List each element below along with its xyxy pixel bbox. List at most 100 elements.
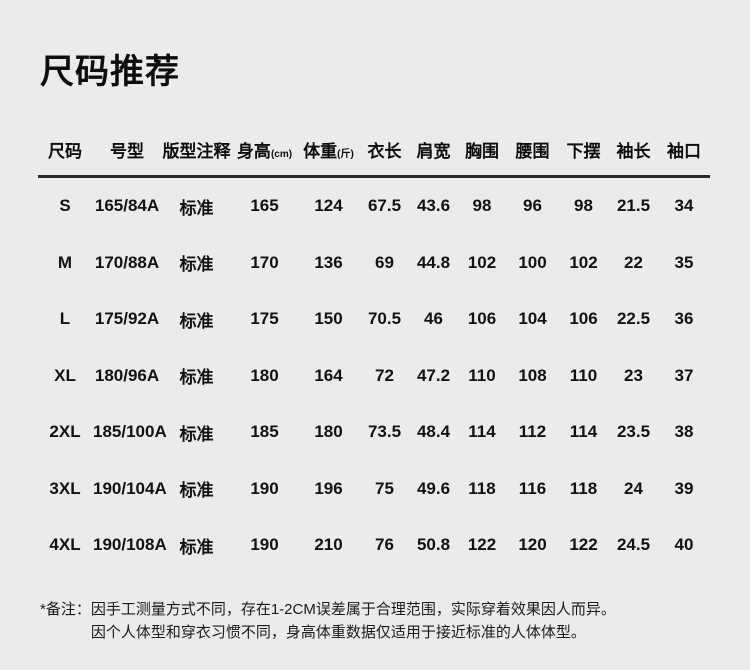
- cell-shoulder: 44.8: [416, 252, 451, 272]
- cell-garment-length: 75: [375, 478, 394, 498]
- col-header-label: 衣长: [367, 142, 402, 161]
- cell-cuff: 35: [674, 252, 694, 272]
- size-chart-page: { "title": "尺码推荐", "colors": { "backgrou…: [0, 52, 750, 670]
- col-header-height: 身高(cm): [231, 137, 298, 178]
- col-header-label: 胸围: [465, 142, 499, 161]
- cell-fit-note: 标准: [179, 255, 214, 275]
- cell-waist: 120: [518, 535, 547, 555]
- table-header-row: 尺码 号型 版型注释 身高(cm) 体重(斤) 衣长 肩宽 胸围 腰围 下摆 袖…: [38, 137, 710, 178]
- cell-garment-length: 70.5: [367, 309, 402, 329]
- cell-fit-note: 标准: [179, 198, 214, 218]
- table-row-m: M 170/88A 标准 170 136 69 44.8 102 100 102…: [38, 235, 710, 292]
- cell-chest: 98: [472, 196, 492, 216]
- cell-garment-length: 76: [375, 535, 394, 555]
- measurement-note: *备注： 因手工测量方式不同，存在1-2CM误差属于合理范围，实际穿着效果因人而…: [40, 598, 750, 644]
- note-lines: 因手工测量方式不同，存在1-2CM误差属于合理范围，实际穿着效果因人而异。 因个…: [91, 598, 750, 644]
- cell-model: 170/88A: [94, 252, 160, 272]
- col-header-label: 号型: [110, 142, 144, 161]
- cell-sleeve-length: 21.5: [616, 196, 651, 216]
- cell-chest: 122: [467, 535, 497, 555]
- col-header-shoulder: 肩宽: [410, 137, 457, 178]
- cell-fit-note: 标准: [179, 537, 214, 557]
- col-header-label: 下摆: [566, 142, 601, 161]
- table-row-3xl: 3XL 190/104A 标准 190 196 75 49.6 118 116 …: [38, 461, 710, 518]
- col-header-label: 尺码: [48, 142, 82, 161]
- col-header-label: 腰围: [515, 142, 550, 161]
- cell-hem: 114: [569, 422, 598, 442]
- col-header-fit-note: 版型注释: [162, 137, 231, 178]
- cell-chest: 102: [467, 252, 497, 272]
- col-header-label: 版型注释: [162, 142, 231, 161]
- cell-shoulder: 47.2: [416, 365, 451, 385]
- table-row-l: L 175/92A 标准 175 150 70.5 46 106 104 106…: [38, 291, 710, 348]
- cell-garment-length: 73.5: [367, 422, 402, 442]
- cell-cuff: 37: [674, 365, 694, 385]
- cell-sleeve-length: 22: [624, 252, 643, 272]
- cell-waist: 116: [518, 478, 547, 498]
- col-header-weight: 体重(斤): [298, 137, 359, 178]
- cell-size: XL: [54, 365, 76, 385]
- cell-garment-length: 72: [375, 365, 394, 385]
- table-row-4xl: 4XL 190/108A 标准 190 210 76 50.8 122 120 …: [38, 517, 710, 574]
- cell-size: M: [57, 252, 73, 272]
- note-line-2: 因个人体型和穿衣习惯不同，身高体重数据仅适用于接近标准的人体体型。: [90, 623, 586, 641]
- col-header-chest: 胸围: [457, 137, 507, 178]
- cell-size: 4XL: [49, 535, 81, 555]
- col-header-label: 袖口: [667, 142, 701, 161]
- col-header-label: 袖长: [616, 142, 651, 161]
- cell-waist: 96: [523, 196, 542, 216]
- cell-shoulder: 48.4: [416, 422, 451, 442]
- cell-model: 185/100A: [93, 422, 167, 442]
- cell-sleeve-length: 24.5: [616, 535, 651, 555]
- cell-height: 165: [250, 196, 279, 216]
- cell-weight: 136: [314, 252, 343, 272]
- cell-chest: 114: [468, 422, 496, 442]
- col-header-label: 体重: [303, 142, 338, 161]
- cell-fit-note: 标准: [179, 424, 214, 444]
- cell-size: L: [59, 309, 71, 329]
- cell-size: S: [59, 196, 71, 216]
- cell-fit-note: 标准: [179, 311, 214, 331]
- cell-weight: 164: [314, 365, 343, 385]
- cell-fit-note: 标准: [179, 481, 214, 501]
- cell-cuff: 39: [674, 478, 694, 498]
- col-header-label: 身高: [236, 142, 271, 161]
- col-header-waist: 腰围: [507, 137, 558, 178]
- cell-fit-note: 标准: [179, 368, 214, 388]
- cell-garment-length: 69: [375, 252, 394, 272]
- cell-shoulder: 43.6: [416, 196, 451, 216]
- col-header-label: 肩宽: [416, 142, 451, 161]
- cell-height: 190: [250, 535, 279, 555]
- cell-model: 190/108A: [93, 535, 167, 555]
- cell-chest: 106: [467, 309, 497, 329]
- col-header-unit: (斤): [337, 149, 354, 160]
- cell-weight: 124: [314, 196, 343, 216]
- note-line-1: 因手工测量方式不同，存在1-2CM误差属于合理范围，实际穿着效果因人而异。: [90, 600, 616, 618]
- cell-height: 180: [250, 365, 279, 385]
- col-header-cuff: 袖口: [658, 137, 710, 178]
- cell-hem: 118: [569, 478, 598, 498]
- cell-waist: 104: [518, 309, 547, 329]
- cell-hem: 110: [569, 365, 598, 385]
- cell-weight: 196: [314, 478, 343, 498]
- col-header-unit: (cm): [270, 149, 293, 160]
- cell-hem: 98: [574, 196, 593, 216]
- col-header-sleeve-length: 袖长: [609, 137, 658, 178]
- cell-hem: 122: [569, 535, 598, 555]
- cell-chest: 118: [468, 478, 496, 498]
- cell-size: 3XL: [49, 478, 81, 498]
- cell-weight: 180: [314, 422, 343, 442]
- cell-height: 190: [250, 478, 279, 498]
- cell-sleeve-length: 24: [624, 478, 643, 498]
- cell-height: 170: [250, 252, 279, 272]
- col-header-size: 尺码: [38, 137, 92, 178]
- cell-waist: 100: [518, 252, 547, 272]
- cell-height: 175: [250, 309, 279, 329]
- cell-sleeve-length: 22.5: [616, 309, 651, 329]
- col-header-model: 号型: [92, 137, 162, 178]
- cell-model: 190/104A: [93, 478, 167, 498]
- cell-weight: 210: [314, 535, 343, 555]
- note-label: *备注：: [40, 600, 91, 618]
- col-header-hem: 下摆: [558, 137, 609, 178]
- cell-model: 175/92A: [94, 309, 160, 329]
